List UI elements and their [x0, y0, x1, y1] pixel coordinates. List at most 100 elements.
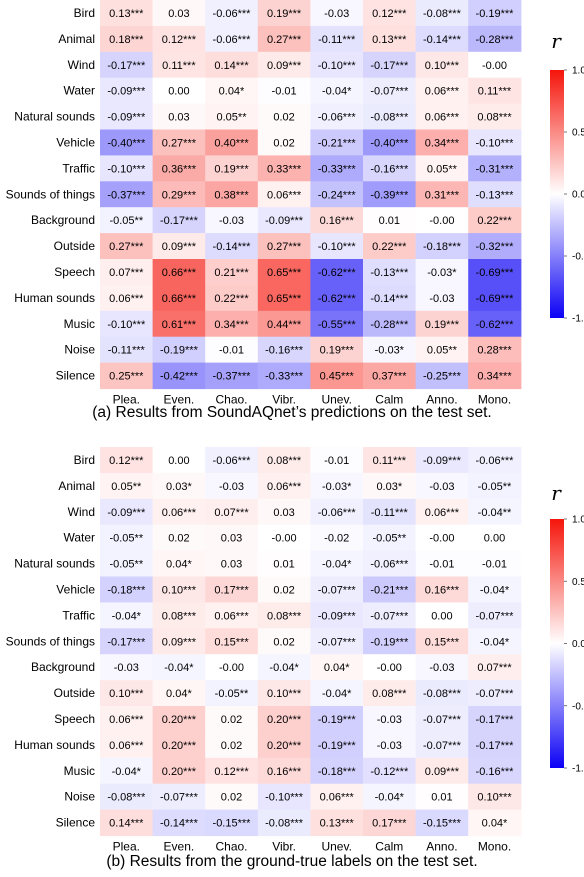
heatmap-cell	[152, 498, 206, 526]
cell-value-label: -0.17***	[160, 215, 199, 227]
cell-value-label: -0.07***	[370, 86, 409, 98]
heatmap-cell	[100, 181, 154, 208]
heatmap-cell	[468, 362, 522, 390]
heatmap-cell	[152, 757, 206, 785]
heatmap-cell	[100, 336, 154, 364]
heatmap-cell	[363, 284, 417, 312]
cell-value-label: 0.18***	[109, 34, 144, 46]
row-label: Vehicle	[56, 582, 95, 596]
heatmap-cell	[257, 207, 311, 234]
cell-value-label: -0.06***	[213, 455, 252, 467]
cell-value-label: 0.10***	[477, 792, 512, 804]
cell-value-label: 0.66***	[162, 267, 197, 279]
cell-value-label: -0.39***	[370, 189, 409, 201]
heatmap-cell	[100, 498, 154, 526]
heatmap-cell	[415, 77, 469, 105]
colorbar: r 1.0 0.5 0.0 -0.5 -1.0	[550, 481, 584, 775]
heatmap-cell	[310, 207, 364, 234]
heatmap-cell	[468, 25, 522, 53]
heatmap-cell	[363, 336, 417, 364]
cell-value-label: 0.01	[431, 792, 452, 804]
heatmap-cell	[152, 447, 206, 474]
cell-value-label: -0.07***	[160, 792, 199, 804]
cell-value-label: 0.03*	[166, 481, 192, 493]
row-label: Music	[64, 764, 95, 778]
heatmap-cell	[363, 809, 417, 837]
heatmap-cell	[468, 706, 522, 733]
cell-value-label: 0.04*	[219, 86, 245, 98]
heatmap-cell	[152, 51, 206, 79]
heatmap-cell	[363, 680, 417, 707]
column-label: Anno.	[426, 840, 457, 854]
heatmap-cell	[415, 25, 469, 53]
cell-value-label: -0.55***	[318, 319, 357, 331]
cell-value-label: -0.00	[272, 533, 297, 545]
cell-value-label: 0.28***	[477, 345, 512, 357]
cell-value-label: -0.13***	[476, 189, 515, 201]
heatmap-cell	[100, 576, 154, 603]
cell-value-label: -0.05**	[109, 533, 143, 545]
cell-value-label: -0.25***	[423, 371, 462, 383]
cell-value-label: 0.13***	[320, 818, 355, 830]
heatmap-cell	[205, 809, 259, 837]
heatmap-cell	[257, 550, 311, 578]
cell-value-label: 0.06***	[109, 740, 144, 752]
cell-value-label: -0.17***	[476, 740, 515, 752]
cell-value-label: -0.28***	[370, 319, 409, 331]
cell-value-label: -0.04**	[478, 507, 512, 519]
heatmap-cell	[468, 809, 522, 837]
colorbar-tick-label: 0.5	[572, 128, 584, 139]
heatmap-cell	[310, 524, 364, 552]
colorbar-gradient	[550, 519, 564, 768]
heatmap-cell	[415, 259, 469, 286]
cell-value-label: 0.27***	[267, 34, 302, 46]
heatmap-cell	[152, 809, 206, 837]
heatmap-cell	[310, 783, 364, 811]
cell-value-label: 0.13***	[372, 34, 407, 46]
column-label: Vibr.	[272, 840, 296, 854]
heatmap-cell	[152, 0, 206, 27]
cell-value-label: -0.21***	[318, 137, 357, 149]
heatmap-cell	[100, 447, 154, 474]
heatmap-cell	[363, 362, 417, 390]
heatmap-cell	[257, 155, 311, 182]
cell-value-label: -0.10***	[107, 319, 146, 331]
heatmap-cell	[205, 181, 259, 208]
cell-value-label: -0.03	[429, 662, 454, 674]
cell-value-label: -0.62***	[476, 319, 515, 331]
heatmap-cell	[415, 472, 469, 500]
heatmap-cell	[205, 284, 259, 312]
cell-value-label: -0.06***	[318, 507, 357, 519]
cell-value-label: 0.05**	[217, 112, 248, 124]
heatmap-cell	[257, 310, 311, 338]
heatmap-cell	[310, 731, 364, 759]
heatmap-cell	[363, 550, 417, 578]
heatmap-cell	[310, 757, 364, 785]
row-label: Bird	[74, 6, 95, 20]
row-label: Background	[31, 213, 95, 227]
heatmap-cell	[468, 576, 522, 603]
heatmap-cell	[415, 233, 469, 260]
heatmap-cell	[205, 362, 259, 390]
cell-value-label: 0.61***	[162, 319, 197, 331]
cell-value-label: 0.14***	[214, 60, 249, 72]
cell-value-label: -0.16***	[370, 163, 409, 175]
heatmap-cell	[205, 706, 259, 733]
heatmap-cell	[468, 336, 522, 364]
row-label: Bird	[74, 453, 95, 467]
cell-value-label: -0.17***	[107, 60, 146, 72]
heatmap-cell	[205, 25, 259, 53]
cell-value-label: 0.02	[221, 740, 242, 752]
heatmap-cell	[257, 0, 311, 27]
cell-value-label: -0.10***	[107, 163, 146, 175]
heatmap-cell	[468, 524, 522, 552]
row-label: Animal	[58, 32, 95, 46]
heatmap-cell	[310, 809, 364, 837]
colorbar-tick-label: 1.0	[572, 66, 584, 77]
heatmap-cell	[310, 362, 364, 390]
cell-value-label: 0.02	[221, 714, 242, 726]
cell-value-label: -0.03	[324, 8, 349, 20]
heatmap-cell	[100, 51, 154, 79]
heatmap-cell	[152, 783, 206, 811]
cell-value-label: 0.03	[221, 533, 242, 545]
